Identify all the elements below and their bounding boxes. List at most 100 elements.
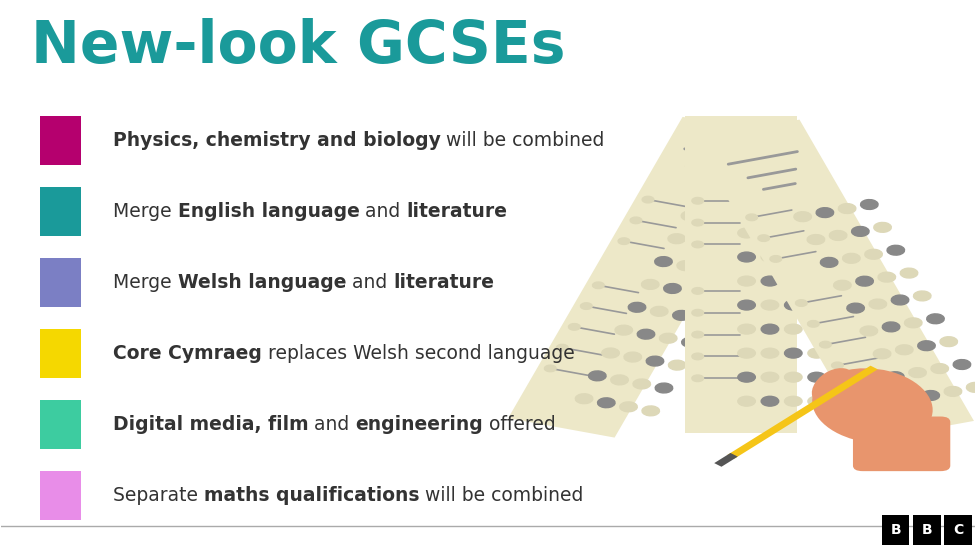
Circle shape	[615, 325, 632, 335]
Circle shape	[887, 245, 905, 255]
Circle shape	[905, 318, 922, 328]
Text: literature: literature	[393, 273, 494, 292]
Circle shape	[748, 223, 765, 233]
Circle shape	[807, 234, 825, 244]
Circle shape	[808, 300, 826, 310]
Circle shape	[655, 256, 672, 266]
FancyBboxPatch shape	[40, 471, 81, 520]
Text: offered: offered	[483, 415, 555, 434]
Text: will be combined: will be combined	[419, 486, 584, 505]
Circle shape	[642, 406, 660, 416]
Circle shape	[695, 315, 712, 324]
Circle shape	[878, 272, 896, 282]
Circle shape	[966, 383, 976, 393]
Circle shape	[816, 208, 834, 217]
Circle shape	[954, 360, 971, 369]
Text: Merge: Merge	[113, 273, 178, 292]
FancyBboxPatch shape	[914, 515, 941, 545]
Ellipse shape	[812, 368, 933, 443]
Circle shape	[629, 302, 646, 312]
Circle shape	[856, 276, 874, 286]
Text: C: C	[953, 523, 963, 537]
Circle shape	[545, 365, 556, 372]
Circle shape	[808, 396, 826, 406]
Circle shape	[807, 321, 819, 327]
Circle shape	[677, 261, 695, 271]
Circle shape	[692, 353, 704, 360]
Ellipse shape	[812, 368, 855, 405]
Circle shape	[914, 291, 931, 301]
Circle shape	[592, 282, 604, 289]
Circle shape	[618, 238, 630, 244]
Circle shape	[874, 349, 891, 358]
Circle shape	[692, 331, 704, 338]
Circle shape	[709, 292, 725, 301]
Circle shape	[900, 268, 917, 278]
Circle shape	[738, 324, 755, 334]
Circle shape	[927, 314, 944, 324]
Circle shape	[886, 372, 904, 382]
Circle shape	[891, 295, 909, 305]
Text: replaces Welsh second language: replaces Welsh second language	[262, 344, 575, 363]
Circle shape	[785, 204, 802, 214]
Circle shape	[738, 276, 755, 286]
Circle shape	[808, 348, 826, 358]
FancyBboxPatch shape	[693, 120, 974, 440]
Circle shape	[785, 396, 802, 406]
Circle shape	[672, 311, 690, 320]
Circle shape	[808, 252, 826, 262]
Circle shape	[692, 198, 704, 204]
Text: and: and	[308, 415, 355, 434]
Circle shape	[808, 228, 826, 238]
Circle shape	[611, 375, 629, 385]
Text: and: and	[359, 202, 406, 221]
Circle shape	[641, 279, 659, 289]
Circle shape	[660, 333, 677, 343]
Circle shape	[738, 372, 755, 382]
FancyBboxPatch shape	[508, 117, 789, 438]
Circle shape	[746, 214, 757, 221]
FancyBboxPatch shape	[40, 258, 81, 307]
Circle shape	[668, 234, 685, 244]
Circle shape	[865, 249, 882, 259]
Circle shape	[686, 288, 704, 298]
Circle shape	[785, 372, 802, 382]
Circle shape	[738, 300, 755, 310]
Circle shape	[589, 371, 606, 381]
Circle shape	[770, 256, 782, 262]
Circle shape	[834, 281, 851, 290]
FancyBboxPatch shape	[945, 515, 972, 545]
Circle shape	[624, 352, 641, 362]
FancyBboxPatch shape	[714, 453, 738, 467]
Circle shape	[785, 252, 802, 262]
Circle shape	[692, 375, 704, 382]
Circle shape	[795, 300, 807, 306]
Circle shape	[838, 204, 856, 214]
Circle shape	[712, 242, 730, 252]
Circle shape	[664, 284, 681, 293]
Text: Separate: Separate	[113, 486, 204, 505]
Circle shape	[735, 246, 752, 256]
Circle shape	[761, 252, 779, 262]
Circle shape	[669, 360, 686, 370]
Circle shape	[761, 300, 779, 310]
Circle shape	[655, 383, 672, 393]
Circle shape	[808, 324, 826, 334]
Text: English language: English language	[178, 202, 359, 221]
Text: Core Cymraeg: Core Cymraeg	[113, 344, 263, 363]
Circle shape	[861, 200, 878, 209]
Circle shape	[785, 276, 802, 286]
Circle shape	[820, 341, 832, 348]
Circle shape	[761, 324, 779, 334]
FancyBboxPatch shape	[40, 116, 81, 165]
Circle shape	[808, 276, 826, 286]
Circle shape	[785, 228, 802, 238]
FancyBboxPatch shape	[853, 417, 951, 471]
Circle shape	[681, 211, 699, 221]
Circle shape	[692, 241, 704, 248]
Circle shape	[637, 329, 655, 339]
Text: New-look GCSEs: New-look GCSEs	[30, 18, 565, 75]
Circle shape	[761, 204, 779, 214]
Circle shape	[922, 390, 940, 400]
Circle shape	[821, 257, 838, 267]
